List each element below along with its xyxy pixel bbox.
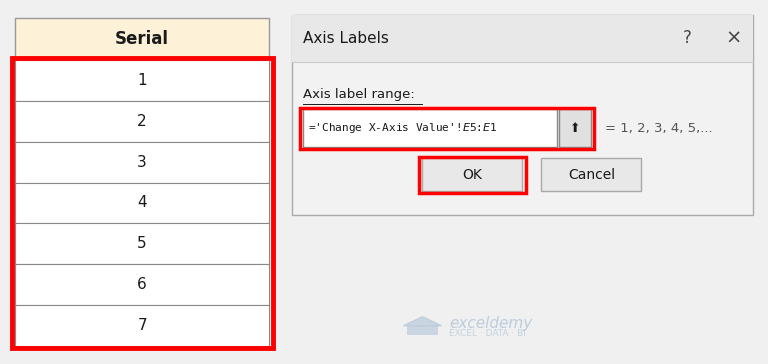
Text: EXCEL · DATA · BI: EXCEL · DATA · BI [449,329,526,337]
Bar [15,264,269,305]
Text: ='Change X-Axis Value'!$E$5:$E$1: ='Change X-Axis Value'!$E$5:$E$1 [308,121,498,135]
Bar [300,108,594,149]
Bar [419,157,526,193]
Text: ⬆: ⬆ [570,122,581,135]
Text: Axis label range:: Axis label range: [303,88,415,101]
Text: ×: × [725,29,742,48]
Bar [292,15,753,62]
Text: 1: 1 [137,73,147,88]
Bar [15,18,269,60]
Text: Axis Labels: Axis Labels [303,31,389,46]
Text: 7: 7 [137,318,147,333]
Text: ?: ? [683,29,692,47]
Polygon shape [403,317,442,326]
Text: 4: 4 [137,195,147,210]
Text: exceldemy: exceldemy [449,316,532,332]
Text: 6: 6 [137,277,147,292]
Bar [15,182,269,223]
Text: Cancel: Cancel [568,168,615,182]
Text: Serial: Serial [115,30,169,48]
Bar [12,58,273,348]
Bar [15,101,269,142]
Bar [559,109,591,147]
Bar [15,305,269,346]
Text: 3: 3 [137,155,147,170]
Text: OK: OK [462,168,482,182]
Bar [15,223,269,264]
Bar [541,158,641,191]
Bar [15,60,269,101]
Bar [15,142,269,182]
Text: 5: 5 [137,236,147,251]
Text: 2: 2 [137,114,147,129]
Bar [422,158,522,191]
Text: = 1, 2, 3, 4, 5,...: = 1, 2, 3, 4, 5,... [605,122,713,135]
Bar [292,15,753,215]
Bar [303,109,557,147]
Bar [407,326,438,335]
